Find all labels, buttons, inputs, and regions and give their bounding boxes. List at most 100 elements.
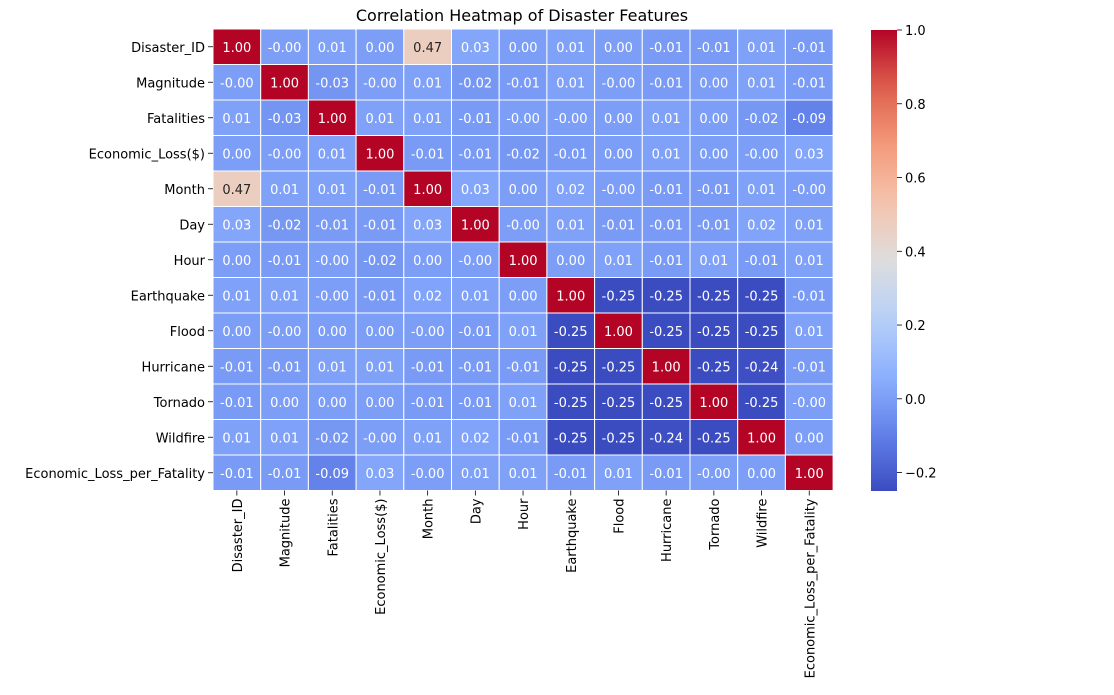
heatmap-cell-label: -0.01 — [554, 467, 588, 482]
heatmap-cell — [594, 241, 643, 278]
heatmap-cell-label: -0.25 — [602, 431, 636, 446]
heatmap-cell-label: -0.01 — [459, 325, 493, 340]
heatmap-cell — [307, 135, 357, 172]
heatmap-cell — [546, 419, 596, 456]
y-tick-label: Month — [164, 183, 205, 198]
heatmap-cell — [212, 206, 262, 243]
heatmap-cell-label: 1.00 — [318, 112, 347, 127]
heatmap-cell-label: -0.25 — [602, 396, 636, 411]
heatmap-cell-label: 0.01 — [556, 218, 585, 233]
heatmap-cell-label: 0.01 — [509, 467, 538, 482]
heatmap-cell-label: 0.00 — [509, 289, 538, 304]
heatmap-cell-label: 1.00 — [365, 147, 394, 162]
heatmap-cell-label: -0.00 — [792, 396, 826, 411]
heatmap-cell — [451, 277, 500, 314]
heatmap-cell-label: 0.01 — [270, 431, 299, 446]
heatmap-cell — [260, 419, 309, 456]
heatmap-cell-label: -0.00 — [411, 467, 445, 482]
heatmap-cell-label: -0.00 — [315, 289, 349, 304]
heatmap-cell-label: 0.00 — [365, 396, 394, 411]
heatmap-cell-label: -0.02 — [745, 112, 779, 127]
heatmap-cell-label: 0.01 — [795, 254, 824, 269]
heatmap-cell-label: 0.01 — [747, 183, 776, 198]
heatmap-cell-label: 1.00 — [699, 396, 728, 411]
heatmap-cell-label: -0.25 — [554, 431, 588, 446]
heatmap-cell-label: -0.00 — [363, 431, 397, 446]
x-tick-label: Hurricane — [660, 499, 675, 562]
heatmap-cell — [784, 99, 834, 136]
heatmap-cell — [451, 28, 500, 65]
heatmap-cell — [784, 454, 834, 491]
y-tick-label: Wildfire — [156, 431, 205, 446]
heatmap-cell-label: -0.03 — [268, 112, 302, 127]
heatmap-cell — [451, 419, 500, 456]
heatmap-cell-label: -0.00 — [363, 76, 397, 91]
heatmap-cell — [260, 28, 309, 65]
heatmap-cell-label: -0.00 — [602, 76, 636, 91]
heatmap-cell — [784, 206, 834, 243]
heatmap-cell — [451, 454, 500, 491]
heatmap-cell — [355, 277, 405, 314]
heatmap-cell-label: -0.25 — [697, 325, 731, 340]
x-tick-label: Economic_Loss($) — [374, 499, 389, 615]
x-tick-labels: Disaster_ID Magnitude Fatalities Economic_L… — [231, 490, 818, 678]
colorbar-ticks: 1.0 0.8 0.6 0.4 0.2 0.0 −0.2 — [897, 24, 937, 482]
heatmap-cell — [641, 28, 691, 65]
heatmap-cell-label: -0.01 — [506, 360, 540, 375]
heatmap-cell-label: 0.01 — [461, 289, 490, 304]
heatmap-cell — [307, 64, 357, 101]
heatmap-cell-label: -0.24 — [745, 360, 779, 375]
heatmap-cell — [498, 206, 548, 243]
heatmap-cell — [546, 135, 596, 172]
colorbar-tick-label: 0.4 — [905, 245, 926, 260]
heatmap-cell — [546, 312, 596, 349]
heatmap-cell-label: 0.02 — [747, 218, 776, 233]
heatmap-cell-label: -0.25 — [602, 360, 636, 375]
heatmap-cell-label: -0.00 — [506, 112, 540, 127]
heatmap-cell-label: 1.00 — [270, 76, 299, 91]
heatmap-cell-label: 0.01 — [270, 289, 299, 304]
heatmap-cell — [355, 383, 405, 420]
heatmap-cell — [641, 135, 691, 172]
heatmap-cell — [737, 170, 786, 207]
heatmap-cell-label: 0.01 — [413, 76, 442, 91]
heatmap-cell — [403, 99, 452, 136]
heatmap-cell — [784, 135, 834, 172]
heatmap-cell-label: 1.00 — [747, 431, 776, 446]
heatmap-cell — [641, 206, 691, 243]
heatmap-cell-label: 0.00 — [747, 467, 776, 482]
heatmap-cell-label: -0.01 — [649, 254, 683, 269]
heatmap-cell — [307, 348, 357, 385]
heatmap-cell-label: -0.24 — [649, 431, 683, 446]
heatmap-cell-label: -0.00 — [459, 254, 493, 269]
heatmap-cell-label: 0.01 — [365, 360, 394, 375]
heatmap-cell-label: 0.01 — [604, 254, 633, 269]
x-tick-label: Month — [422, 499, 437, 540]
heatmap-cell-label: -0.01 — [411, 147, 445, 162]
heatmap-cell — [737, 28, 786, 65]
y-tick-label: Flood — [170, 325, 205, 340]
heatmap-cell — [689, 99, 739, 136]
heatmap-cell — [403, 64, 452, 101]
heatmap-cell-label: -0.25 — [649, 325, 683, 340]
heatmap-cell — [737, 454, 786, 491]
heatmap-cell-label: 0.01 — [318, 147, 347, 162]
heatmap-cell — [355, 312, 405, 349]
y-tick-label: Disaster_ID — [131, 41, 205, 56]
heatmap-cell-label: -0.01 — [506, 431, 540, 446]
heatmap-cell-label: 0.00 — [509, 183, 538, 198]
heatmap-cell — [546, 28, 596, 65]
heatmap-cell-label: 0.01 — [365, 112, 394, 127]
y-tick-label: Day — [179, 218, 205, 233]
heatmap-cell — [212, 383, 262, 420]
heatmap-cell-label: -0.01 — [268, 360, 302, 375]
heatmap-cell-label: 0.00 — [604, 41, 633, 56]
heatmap-cell-label: 0.00 — [318, 325, 347, 340]
heatmap-cell-label: -0.00 — [315, 254, 349, 269]
heatmap-cell — [451, 312, 500, 349]
heatmap-cell — [451, 241, 500, 278]
heatmap-cell-label: -0.00 — [697, 467, 731, 482]
x-tick-label: Earthquake — [565, 499, 580, 573]
heatmap-cell-label: 0.01 — [222, 431, 251, 446]
chart-title: Correlation Heatmap of Disaster Features — [356, 6, 688, 25]
